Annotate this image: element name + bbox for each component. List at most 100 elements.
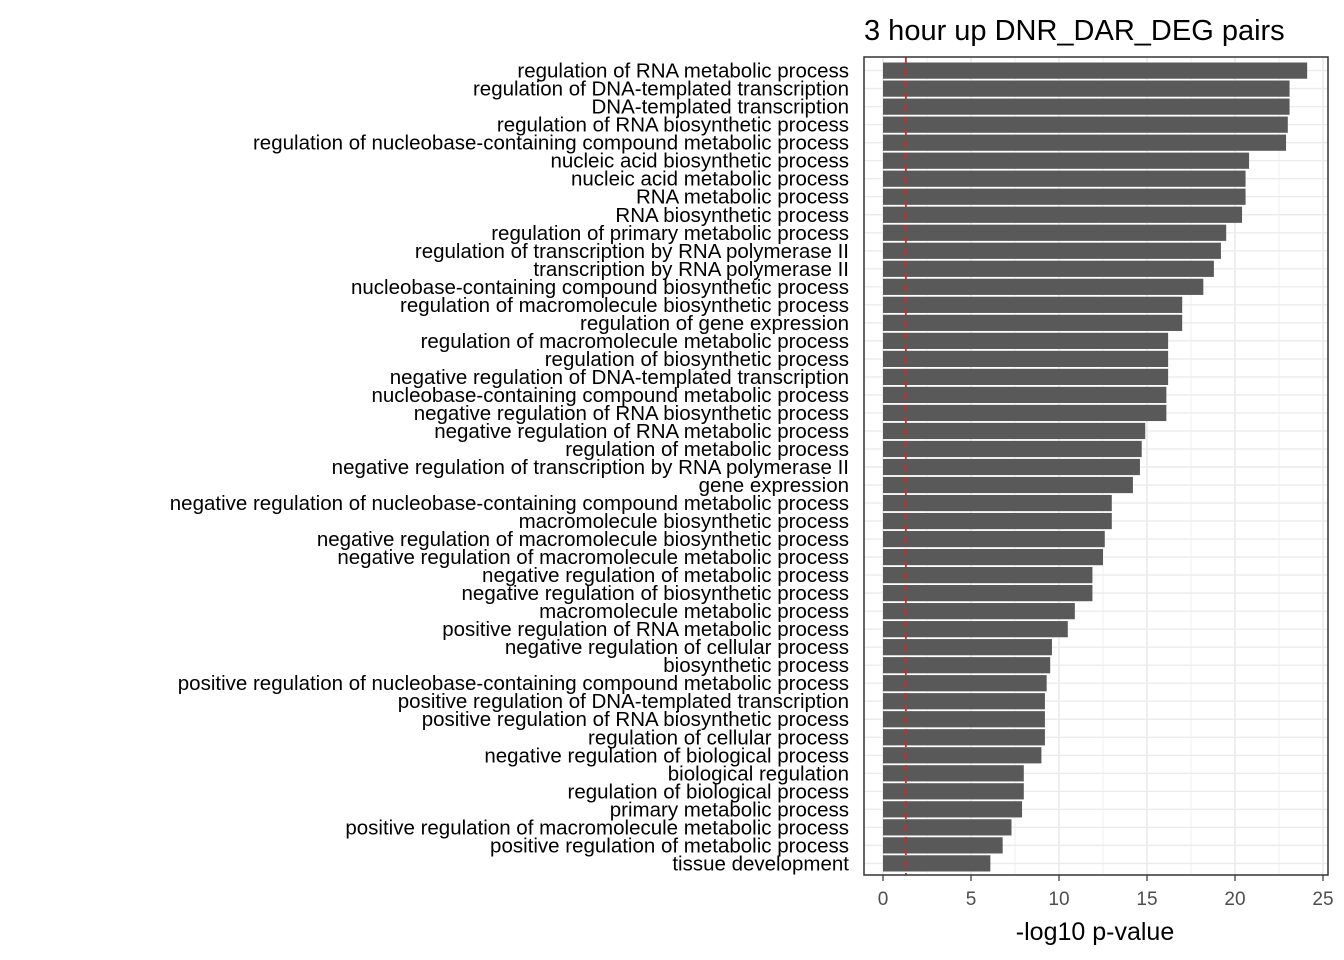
bar (883, 765, 1024, 782)
category-label: negative regulation of macromolecule bio… (317, 528, 849, 551)
category-label: negative regulation of RNA metabolic pro… (434, 420, 849, 443)
bar (883, 819, 1012, 836)
category-label: regulation of biological process (568, 780, 849, 803)
category-label: RNA biosynthetic process (615, 204, 849, 227)
bar (883, 747, 1042, 764)
category-label: nucleic acid metabolic process (571, 168, 849, 191)
category-label: positive regulation of DNA-templated tra… (398, 690, 849, 713)
x-axis-ticks: 0 5 10 15 20 25 (878, 875, 1334, 910)
bar (883, 116, 1288, 133)
x-tick-label: 25 (1312, 889, 1333, 910)
bar (883, 855, 991, 872)
category-label: regulation of nucleobase-containing comp… (253, 132, 849, 155)
category-label: regulation of RNA biosynthetic process (497, 114, 849, 137)
category-label: regulation of metabolic process (565, 438, 849, 461)
category-label: nucleobase-containing compound metabolic… (372, 384, 850, 407)
bar (883, 152, 1250, 169)
category-label: negative regulation of RNA biosynthetic … (414, 402, 849, 425)
category-label: regulation of DNA-templated transcriptio… (473, 78, 849, 101)
bar (883, 783, 1024, 800)
category-label: negative regulation of biosynthetic proc… (462, 582, 849, 605)
category-label: biosynthetic process (663, 654, 849, 677)
bar (883, 188, 1246, 205)
bar (883, 621, 1068, 638)
category-label: positive regulation of macromolecule met… (345, 816, 849, 839)
bar (883, 440, 1142, 458)
x-tick-label: 15 (1136, 889, 1157, 910)
bar (883, 404, 1167, 422)
category-label: nucleic acid biosynthetic process (550, 150, 849, 173)
category-label: negative regulation of metabolic process (482, 564, 849, 587)
category-label: macromolecule biosynthetic process (519, 510, 849, 533)
category-label: negative regulation of macromolecule met… (337, 546, 849, 569)
bar (883, 314, 1183, 331)
bar (883, 639, 1052, 656)
x-tick-label: 0 (878, 889, 889, 910)
x-tick-label: 10 (1048, 889, 1069, 910)
category-label: positive regulation of RNA metabolic pro… (442, 618, 849, 641)
bar (883, 566, 1093, 584)
chart-title: 3 hour up DNR_DAR_DEG pairs (864, 15, 1285, 47)
x-tick-label: 20 (1224, 889, 1245, 910)
bar (883, 242, 1221, 259)
bar (883, 476, 1133, 494)
bar (883, 458, 1140, 476)
category-label: primary metabolic process (610, 798, 849, 821)
bar (883, 512, 1112, 530)
bar (883, 422, 1146, 440)
panel-border (863, 56, 1329, 876)
category-label: regulation of biosynthetic process (545, 348, 849, 371)
category-labels: regulation of RNA metabolic processregul… (170, 60, 850, 876)
bar (883, 368, 1169, 386)
bar (883, 693, 1045, 710)
bar (883, 494, 1112, 512)
bar (883, 278, 1204, 295)
bar (883, 296, 1183, 313)
bar (883, 675, 1047, 692)
category-label: negative regulation of biological proces… (484, 744, 849, 767)
bar (883, 603, 1075, 620)
category-label: regulation of gene expression (580, 312, 849, 335)
category-label: gene expression (699, 474, 849, 497)
bar (883, 350, 1169, 368)
bar (883, 729, 1045, 746)
category-label: negative regulation of DNA-templated tra… (390, 366, 849, 389)
x-axis-title: -log10 p-value (1016, 918, 1174, 946)
bar (883, 206, 1243, 223)
bar (883, 585, 1093, 602)
bar (883, 260, 1214, 277)
bar (883, 62, 1308, 79)
bar (883, 80, 1290, 97)
bar (883, 711, 1045, 728)
category-label: negative regulation of transcription by … (332, 456, 849, 479)
category-label: negative regulation of cellular process (505, 636, 849, 659)
category-label: DNA-templated transcription (592, 96, 850, 119)
category-label: biological regulation (668, 762, 849, 785)
category-label: regulation of cellular process (588, 726, 849, 749)
category-label: tissue development (672, 852, 849, 875)
bar (883, 134, 1287, 151)
bar (883, 657, 1051, 674)
bar (883, 801, 1023, 818)
bar (883, 548, 1103, 566)
bar (883, 386, 1167, 404)
bar (883, 332, 1169, 349)
category-label: regulation of RNA metabolic process (517, 60, 849, 83)
bar (883, 837, 1003, 854)
bar (883, 224, 1227, 241)
category-label: positive regulation of nucleobase-contai… (178, 672, 849, 695)
category-label: positive regulation of RNA biosynthetic … (422, 708, 849, 731)
x-tick-label: 5 (966, 889, 977, 910)
category-label: regulation of macromolecule metabolic pr… (421, 330, 849, 353)
bar (883, 98, 1290, 115)
category-label: macromolecule metabolic process (539, 600, 849, 623)
category-label: nucleobase-containing compound biosynthe… (351, 276, 849, 299)
bars (883, 62, 1308, 872)
bar (883, 170, 1246, 187)
category-label: positive regulation of metabolic process (490, 834, 849, 857)
category-label: regulation of macromolecule biosynthetic… (400, 294, 849, 317)
category-label: regulation of primary metabolic process (491, 222, 849, 245)
category-label: regulation of transcription by RNA polym… (415, 240, 849, 263)
category-label: RNA metabolic process (636, 186, 849, 209)
